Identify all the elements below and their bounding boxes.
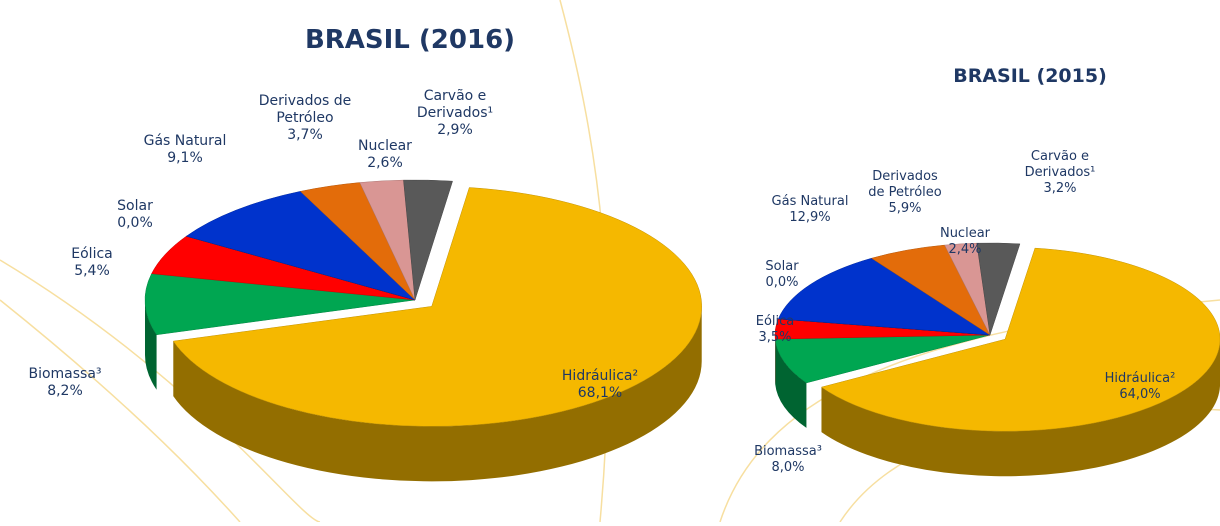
value-label: 2,9% [437,122,473,138]
chart-title: BRASIL (2016) [305,25,515,55]
slice-label: Biomassa³ [28,366,101,382]
value-label: 3,5% [758,330,791,345]
value-label: 2,4% [948,242,981,257]
slice-label: Eólica [756,314,795,329]
value-label: 64,0% [1119,387,1160,402]
value-label: 3,2% [1043,181,1076,196]
slice-label: Gás Natural [772,194,849,209]
slice-label: Hidráulica² [1105,371,1176,386]
value-label: 5,9% [888,201,921,216]
slice-label: Gás Natural [144,133,227,149]
value-label: 9,1% [167,150,203,166]
slice-label: Solar [117,198,153,214]
value-label: 0,0% [765,275,798,290]
slice-label: Hidráulica² [562,368,638,384]
value-label: 8,0% [771,460,804,475]
slice-label: Eólica [71,246,112,262]
value-label: 68,1% [578,385,622,401]
value-label: 0,0% [117,215,153,231]
slice-label: Biomassa³ [754,444,822,459]
value-label: 12,9% [789,210,830,225]
value-label: 8,2% [47,383,83,399]
value-label: 3,7% [287,127,323,143]
value-label: 5,4% [74,263,110,279]
chart-title: BRASIL (2015) [953,65,1107,87]
value-label: 2,6% [367,155,403,171]
slice-label: Nuclear [940,226,991,241]
slice-label: Nuclear [358,138,412,154]
slice-label: Solar [765,259,799,274]
